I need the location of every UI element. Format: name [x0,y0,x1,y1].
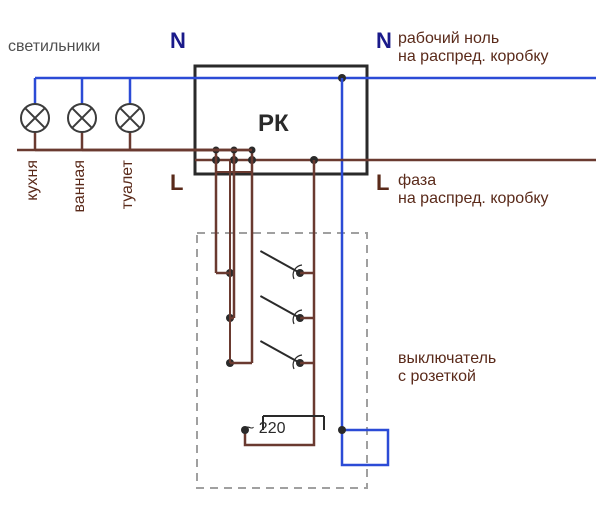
rk-label: РК [258,110,289,138]
l-label-left: L [170,170,183,195]
room-label-toilet: туалет [119,160,137,209]
l-desc-line2: на распред. коробку [398,190,549,208]
n-desc-line2: на распред. коробку [398,48,549,66]
n-label-top: N [170,28,186,53]
wiring-diagram [0,0,600,528]
room-label-bathroom: ванная [71,160,89,212]
lamps-title: светильники [8,38,100,56]
n-desc-line1: рабочий ноль [398,30,499,48]
l-label-right: L [376,170,389,195]
switch-desc-line2: с розеткой [398,368,476,386]
n-label-right: N [376,28,392,53]
l-desc-line1: фаза [398,172,436,190]
room-label-kitchen: кухня [24,160,42,201]
v220-label: ~ 220 [245,420,285,438]
switch-desc-line1: выключатель [398,350,496,368]
